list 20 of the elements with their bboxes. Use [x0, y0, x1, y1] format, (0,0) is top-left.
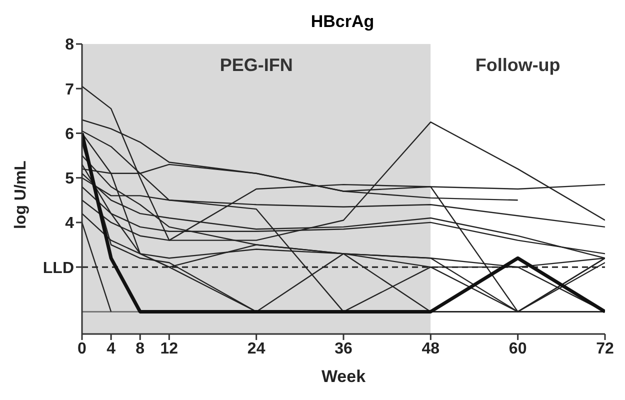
x-tick-label: 12: [160, 340, 178, 358]
x-axis-title: Week: [321, 367, 366, 386]
x-tick-label: 72: [596, 340, 614, 358]
y-axis-title: log U/mL: [12, 160, 30, 229]
x-tick-label: 8: [136, 340, 145, 358]
y-tick-label: 8: [65, 36, 74, 54]
x-tick-label: 4: [106, 340, 116, 358]
x-tick-label: 24: [247, 340, 266, 358]
y-tick-label: 5: [65, 170, 74, 188]
x-tick-label: 36: [334, 340, 352, 358]
band-label: Follow-up: [475, 54, 560, 75]
x-tick-label: 0: [78, 340, 87, 358]
x-tick-label: 60: [508, 340, 527, 358]
x-tick-label: 48: [422, 340, 440, 358]
chart-title: HBcrAg: [310, 11, 376, 33]
y-tick-label: 6: [65, 126, 74, 143]
band-label: PEG-IFN: [220, 54, 293, 75]
y-tick-label: 4: [65, 215, 74, 232]
y-tick-label: LLD: [42, 260, 74, 277]
y-tick-label: 7: [65, 81, 74, 98]
